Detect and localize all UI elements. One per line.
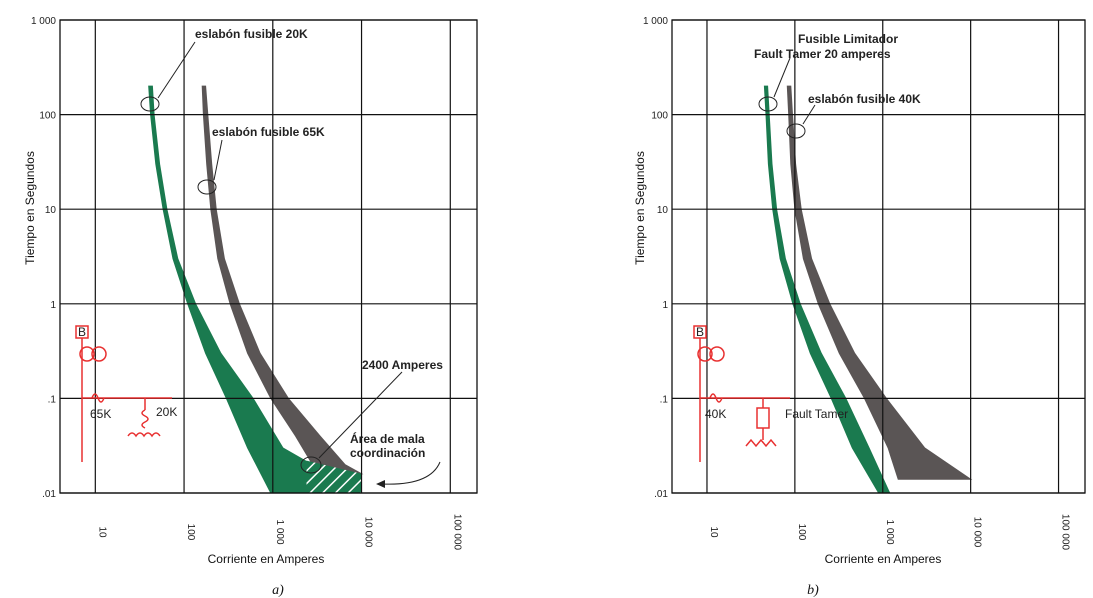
load-coil — [127, 432, 161, 438]
x-tick-label: 10 000 — [972, 517, 983, 548]
chart-b-x-ticks: 10 100 1 000 10 000 100 000 — [708, 514, 1071, 551]
diagram-b-fuse-downstream-label: Fault Tamer — [785, 407, 848, 421]
chart-b-xlabel: Corriente en Amperes — [825, 552, 942, 566]
callout-arrow-area — [381, 461, 441, 485]
fault-tamer-body — [756, 407, 770, 429]
diagram-a-fuse-upstream-label: 65K — [90, 407, 111, 421]
y-tick-label: 1 — [50, 300, 56, 311]
callout-ellipse-20k — [140, 96, 160, 112]
diagram-b-fuse-upstream-label: 40K — [705, 407, 726, 421]
annotation-20k: eslabón fusible 20K — [195, 27, 308, 41]
callout-leader-20k — [157, 41, 196, 99]
chart-a-caption: a) — [272, 583, 284, 598]
diagram-a-breaker-label: B — [78, 325, 86, 339]
transformer-winding-1 — [697, 346, 713, 362]
y-tick-label: .01 — [42, 489, 56, 500]
annotation-faulttamer-line2: Fault Tamer 20 amperes — [754, 47, 891, 61]
series-band-1 — [148, 85, 364, 494]
x-tick-label: 10 — [96, 526, 107, 538]
x-tick-label: 1 000 — [274, 519, 285, 544]
fuse-symbol-upstream — [709, 393, 723, 403]
y-tick-label: 10 — [45, 205, 57, 216]
diagram-b — [693, 325, 790, 462]
callout-ellipse-40k — [786, 123, 806, 139]
x-tick-label: 100 — [185, 524, 196, 541]
x-tick-label: 1 000 — [884, 519, 895, 544]
plot-frame — [59, 19, 478, 494]
chart-a-xlabel: Corriente en Amperes — [208, 552, 325, 566]
y-tick-label: 1 000 — [643, 16, 668, 27]
chart-a-y-ticks: 1 000 100 10 1 .1 .01 — [31, 16, 56, 500]
annotation-65k: eslabón fusible 65K — [212, 125, 325, 139]
series-band-2 — [201, 85, 364, 475]
chart-b: 1 000 100 10 1 .1 .01 10 100 1 000 10 000 100 000… — [633, 16, 1086, 598]
y-tick-label: 100 — [651, 111, 668, 122]
annotation-faulttamer-line1: Fusible Limitador — [798, 32, 898, 46]
annotation-area-line2: coordinación — [350, 446, 425, 460]
diagram-b-breaker-label: B — [696, 325, 704, 339]
y-tick-label: .1 — [660, 394, 669, 405]
transformer-winding-2 — [91, 346, 107, 362]
callout-leader-2400 — [318, 371, 403, 459]
annotation-40k: eslabón fusible 40K — [808, 92, 921, 106]
callout-ellipse-faulttamer — [758, 96, 778, 112]
chart-a-ylabel: Tiempo en Segundos — [23, 151, 37, 265]
callout-leader-65k — [213, 139, 223, 181]
callout-leader-faulttamer — [773, 57, 791, 98]
chart-b-y-ticks: 1 000 100 10 1 .1 .01 — [643, 16, 668, 500]
callout-arrowhead-area — [376, 480, 385, 488]
fuse-symbol-upstream — [91, 393, 105, 403]
annotation-2400: 2400 Amperes — [362, 358, 443, 372]
chart-b-grid — [671, 19, 1086, 494]
y-tick-label: 100 — [39, 111, 56, 122]
annotation-area-line1: Área de mala — [350, 431, 425, 446]
transformer-winding-1 — [79, 346, 95, 362]
x-tick-label: 100 000 — [1060, 514, 1071, 551]
chart-a-grid — [59, 19, 478, 494]
load-coil — [745, 438, 777, 448]
chart-b-ylabel: Tiempo en Segundos — [633, 151, 647, 265]
diagram-a-fuse-downstream-label: 20K — [156, 405, 177, 419]
y-tick-label: .1 — [48, 394, 57, 405]
x-tick-label: 100 — [796, 524, 807, 541]
series-band-1 — [763, 85, 891, 494]
callout-ellipse-65k — [197, 179, 217, 195]
y-tick-label: .01 — [654, 489, 668, 500]
fuse-symbol-downstream — [141, 409, 149, 429]
x-tick-label: 100 000 — [451, 514, 462, 551]
callout-ellipse-2400 — [300, 456, 322, 474]
diagram-a — [75, 325, 172, 462]
chart-a-bands — [148, 85, 364, 494]
callout-leader-40k — [802, 104, 816, 125]
transformer-winding-2 — [709, 346, 725, 362]
chart-a: 1 000 100 10 1 .1 .01 10 100 1 000 10 000 100 000… — [23, 16, 478, 598]
y-tick-label: 10 — [657, 205, 669, 216]
y-tick-label: 1 — [662, 300, 668, 311]
chart-b-caption: b) — [807, 583, 819, 598]
chart-a-x-ticks: 10 100 1 000 10 000 100 000 — [96, 514, 462, 551]
x-tick-label: 10 — [708, 526, 719, 538]
x-tick-label: 10 000 — [363, 517, 374, 548]
y-tick-label: 1 000 — [31, 16, 56, 27]
